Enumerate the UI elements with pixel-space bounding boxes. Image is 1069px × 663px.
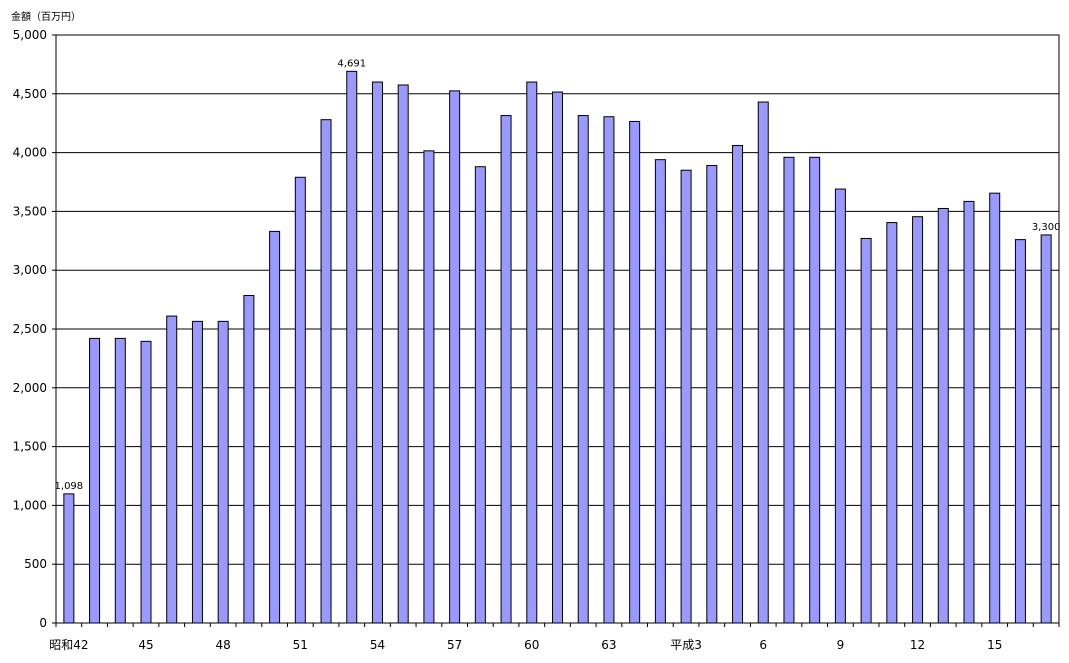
bar: [757, 101, 769, 624]
bar: [140, 340, 152, 624]
x-tick-label: 平成3: [670, 638, 702, 652]
bar: [191, 320, 203, 624]
bar: [912, 216, 924, 624]
bar: [654, 159, 666, 624]
y-tick-label: 1,000: [13, 498, 47, 512]
data-label: 1,098: [55, 481, 84, 492]
x-tick-label: 51: [293, 638, 308, 652]
bar: [474, 166, 486, 624]
y-tick-labels: 0 500 1,000 1,500 2,000 2,500 3,000 3,500 4,000 4…: [13, 28, 47, 630]
y-axis-unit-label: 金額（百万円）: [11, 10, 81, 23]
y-tick-label: 2,500: [13, 322, 47, 336]
x-tick-label: 6: [759, 638, 767, 652]
bar: [269, 230, 281, 624]
x-tick-label: 48: [216, 638, 231, 652]
bar: [526, 81, 538, 624]
y-tick-label: 3,500: [13, 204, 47, 218]
x-tick-label: 54: [370, 638, 385, 652]
bar: [834, 188, 846, 624]
bar: [500, 115, 512, 624]
x-tick-label: 昭和42: [49, 638, 88, 652]
bar: [603, 116, 615, 624]
y-tick-label: 2,000: [13, 381, 47, 395]
bar: [346, 70, 358, 624]
bar: [114, 337, 126, 624]
bar: [449, 90, 461, 624]
bar: [217, 320, 229, 624]
bar: [886, 222, 898, 624]
bar: [423, 150, 435, 624]
bar: [577, 115, 589, 624]
bars: [63, 70, 1052, 624]
bar: [989, 192, 1001, 624]
data-label: 3,300: [1032, 222, 1061, 233]
bar: [629, 120, 641, 624]
bar: [1014, 239, 1026, 624]
x-tick-label: 45: [138, 638, 153, 652]
x-tick-label: 9: [837, 638, 845, 652]
x-tick-label: 12: [910, 638, 925, 652]
bar: [166, 315, 178, 624]
bar: [89, 337, 101, 624]
y-tick-label: 500: [24, 557, 47, 571]
data-labels: 1,098 4,691 3,300: [55, 58, 1061, 492]
x-tick-labels: 昭和42 45 48 51 54 57 60 63 平成3 6 9 12 15: [49, 638, 1002, 652]
x-tick-label: 60: [524, 638, 539, 652]
bar: [783, 156, 795, 624]
y-tick-label: 4,500: [13, 87, 47, 101]
bar: [963, 200, 975, 624]
x-tick-label: 15: [987, 638, 1002, 652]
y-tick-label: 4,000: [13, 146, 47, 160]
bar: [397, 84, 409, 624]
y-tick-label: 1,500: [13, 440, 47, 454]
y-tick-label: 0: [39, 616, 47, 630]
x-tick-label: 57: [447, 638, 462, 652]
bar: [732, 145, 744, 624]
bar: [680, 169, 692, 624]
bar: [552, 91, 563, 624]
bar: [1040, 234, 1052, 624]
bar: [809, 156, 821, 624]
axes: [52, 34, 1060, 627]
bar: [320, 119, 332, 624]
bar: [860, 237, 872, 624]
bar: [706, 165, 718, 624]
bar: [63, 493, 75, 624]
bar: [937, 207, 949, 624]
bar: [294, 176, 306, 624]
data-label: 4,691: [337, 58, 366, 69]
bar: [371, 81, 383, 624]
y-tick-label: 3,000: [13, 263, 47, 277]
x-tick-label: 63: [601, 638, 616, 652]
bar: [243, 294, 255, 624]
y-tick-label: 5,000: [13, 28, 47, 42]
